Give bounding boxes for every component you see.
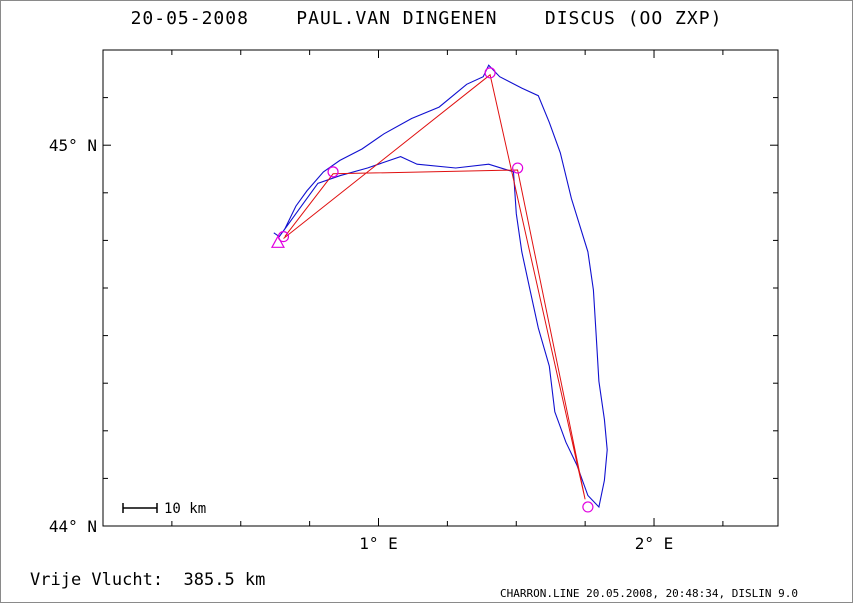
tick-labels: 1° E 2° E 44° N 45° N xyxy=(49,136,673,553)
tick-marks xyxy=(103,50,778,526)
track-line xyxy=(273,64,608,509)
software-credit: CHARRON.LINE 20.05.2008, 20:48:34, DISLI… xyxy=(500,587,799,600)
turnpoint-markers xyxy=(270,67,594,513)
scale-bar-label: 10 km xyxy=(164,501,206,517)
route-line xyxy=(283,73,586,500)
start-triangle xyxy=(270,235,285,248)
plot-area xyxy=(102,49,779,527)
y-tick-label: 45° N xyxy=(49,136,97,155)
task-route xyxy=(283,73,586,500)
turnpoint-circle xyxy=(512,162,524,174)
free-flight-distance: Vrije Vlucht: 385.5 km xyxy=(30,570,266,590)
x-tick-label: 1° E xyxy=(359,534,398,553)
turnpoint-circle xyxy=(582,501,594,513)
turnpoint-circle xyxy=(484,67,496,79)
turnpoint-circle xyxy=(327,166,339,178)
scale-bar: 10 km xyxy=(122,501,206,517)
x-tick-label: 2° E xyxy=(635,534,674,553)
y-tick-label: 44° N xyxy=(49,517,97,536)
chart-title: 20-05-2008 PAUL.VAN DINGENEN DISCUS (OO … xyxy=(130,8,723,29)
flight-track xyxy=(273,64,608,509)
